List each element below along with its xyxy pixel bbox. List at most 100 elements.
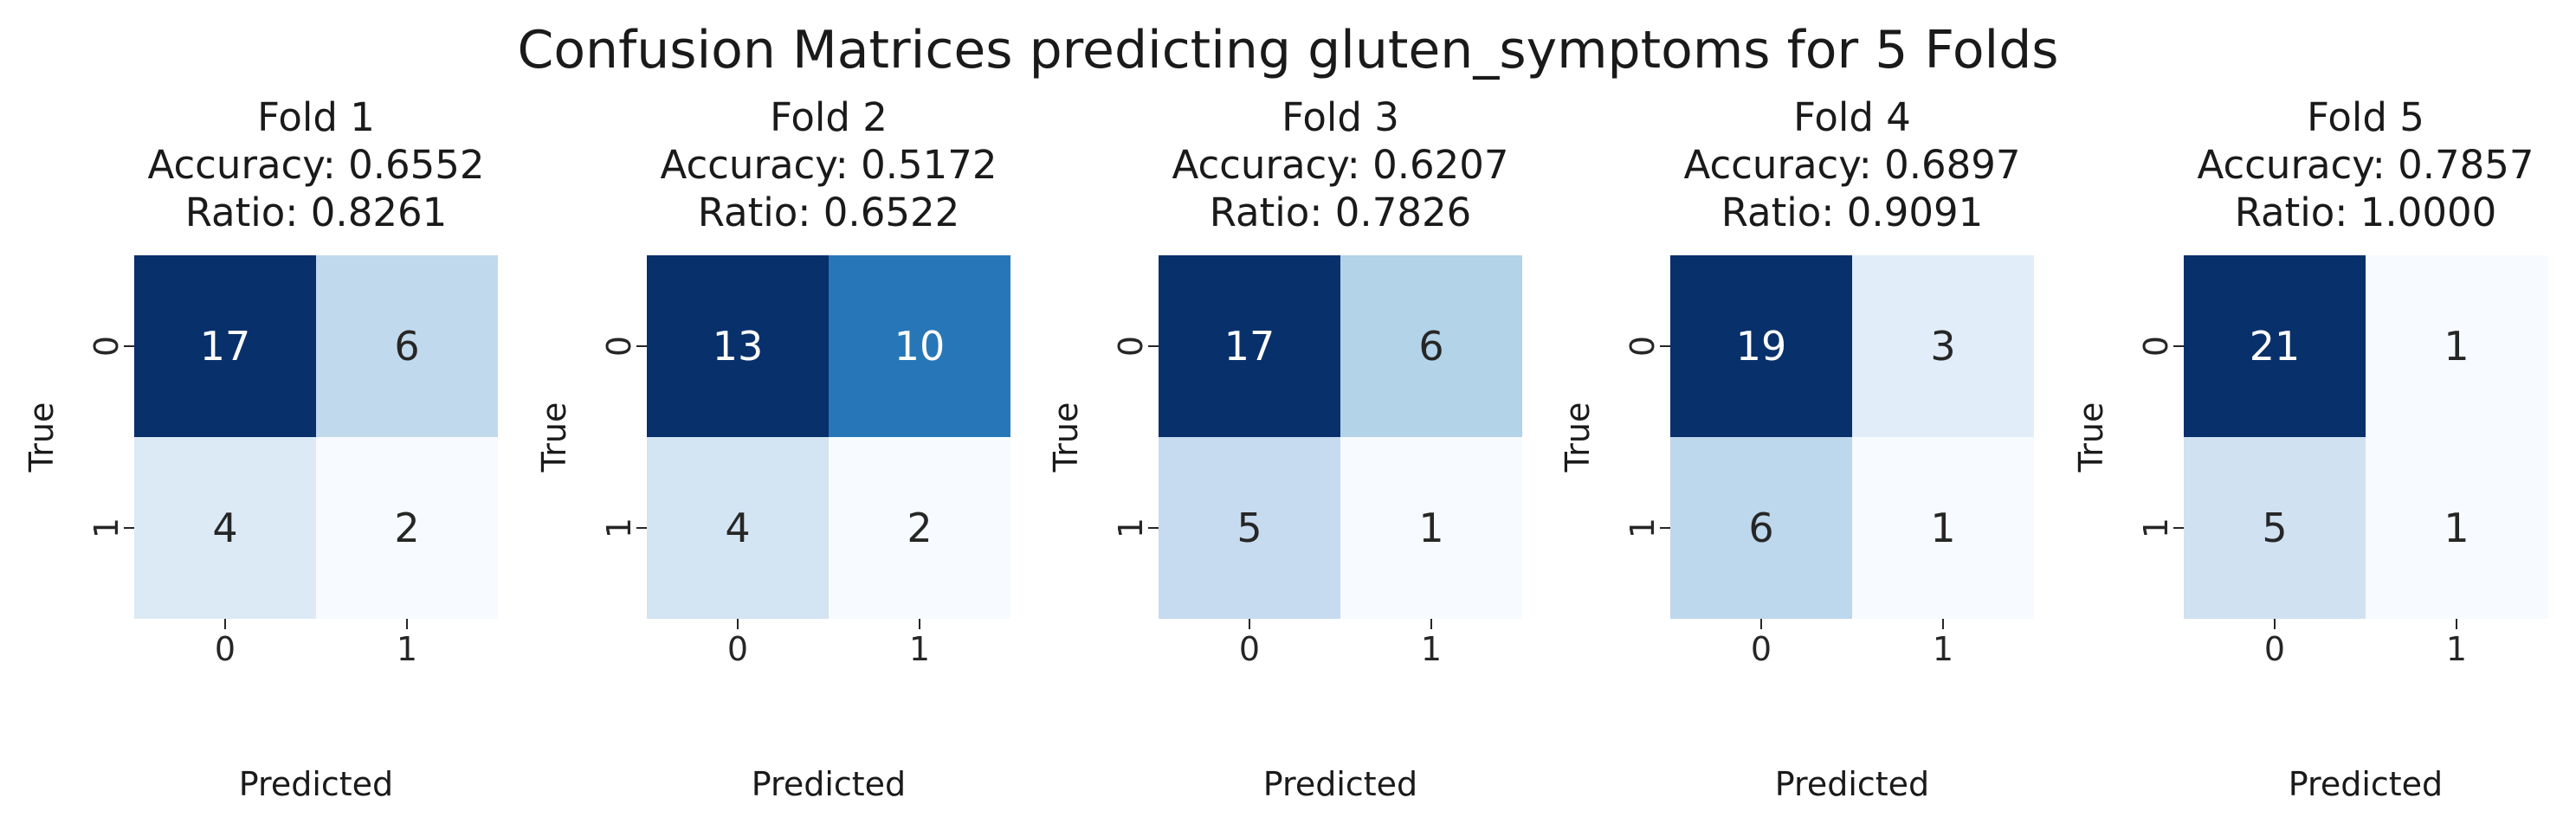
cell-value-label: 2 bbox=[394, 505, 419, 551]
cell-value-label: 1 bbox=[2444, 323, 2469, 370]
x-tick-label: 1 bbox=[1933, 630, 1953, 668]
figure-title: Confusion Matrices predicting gluten_sym… bbox=[517, 20, 2059, 80]
panel-subtitle-line: Ratio: 0.9091 bbox=[1721, 190, 1984, 235]
panel-title-block: Fold 3 Accuracy: 0.6207 Ratio: 0.7826 bbox=[1085, 93, 1596, 236]
x-tick-label: 0 bbox=[727, 630, 748, 668]
cell-value-label: 4 bbox=[725, 505, 750, 551]
y-axis-label: True bbox=[2072, 402, 2110, 473]
heatmap-svg: 17 6 4 2 0 1 0 1 bbox=[87, 255, 498, 668]
x-tick-label: 1 bbox=[2446, 630, 2467, 668]
x-axis-label: Predicted bbox=[2288, 765, 2444, 803]
x-tick-label: 0 bbox=[2264, 630, 2285, 668]
cell-value-label: 21 bbox=[2250, 323, 2301, 370]
cell-value-label: 1 bbox=[2444, 505, 2469, 551]
y-tick-label: 1 bbox=[2137, 518, 2175, 538]
x-tick-label: 1 bbox=[909, 630, 930, 668]
x-axis-label: Predicted bbox=[751, 765, 907, 803]
heatmap-cell bbox=[134, 255, 316, 437]
panel-title: Fold 3 bbox=[1282, 94, 1399, 140]
y-axis-label: True bbox=[1047, 402, 1085, 473]
y-tick-label: 1 bbox=[87, 518, 126, 538]
cell-value-label: 1 bbox=[1418, 505, 1443, 551]
y-axis-label: True bbox=[1559, 402, 1597, 473]
heatmap-cell bbox=[1159, 255, 1340, 437]
cell-value-label: 10 bbox=[894, 323, 946, 370]
x-tick-label: 1 bbox=[1421, 630, 1442, 668]
panel-subtitle-line: Ratio: 0.6522 bbox=[697, 190, 960, 235]
heatmap-cell bbox=[134, 437, 316, 619]
cell-value-label: 17 bbox=[200, 323, 251, 370]
heatmap-cell bbox=[829, 255, 1010, 437]
heatmap-cell bbox=[1340, 437, 1522, 619]
heatmap-cell bbox=[1159, 437, 1340, 619]
cell-value-label: 17 bbox=[1224, 323, 1275, 370]
panel-subtitle-line: Accuracy: 0.6552 bbox=[147, 142, 485, 188]
x-axis-label: Predicted bbox=[1774, 765, 1930, 803]
panel-subtitle-line: Accuracy: 0.5172 bbox=[660, 142, 997, 188]
heatmap-cell bbox=[2366, 437, 2547, 619]
confusion-matrix-panel: Fold 1 Accuracy: 0.6552 Ratio: 0.8261 17 6 4 2… bbox=[0, 0, 511, 830]
heatmap-cell bbox=[647, 255, 829, 437]
heatmap-svg: 21 1 5 1 0 1 0 1 bbox=[2137, 255, 2547, 668]
heatmap-cell bbox=[1852, 255, 2034, 437]
confusion-matrix-panel: Fold 4 Accuracy: 0.6897 Ratio: 0.9091 19 3 6 1… bbox=[1536, 0, 2047, 830]
heatmap-cell bbox=[2366, 255, 2547, 437]
panel-title: Fold 1 bbox=[257, 94, 375, 140]
heatmap-cell bbox=[2184, 255, 2366, 437]
y-tick-label: 1 bbox=[600, 518, 638, 538]
confusion-matrix-panel: Fold 5 Accuracy: 0.7857 Ratio: 1.0000 21 1 5 1… bbox=[2050, 0, 2560, 830]
cell-value-label: 2 bbox=[907, 505, 932, 551]
y-axis-label: True bbox=[23, 402, 61, 473]
x-axis-label: Predicted bbox=[238, 765, 394, 803]
panel-title: Fold 5 bbox=[2307, 94, 2424, 140]
x-tick-label: 0 bbox=[215, 630, 236, 668]
cell-value-label: 19 bbox=[1736, 323, 1787, 370]
cell-value-label: 6 bbox=[1418, 323, 1443, 370]
heatmap-cell bbox=[1670, 255, 1852, 437]
cell-value-label: 3 bbox=[1930, 323, 1955, 370]
x-tick-label: 1 bbox=[397, 630, 417, 668]
panel-subtitle-line: Ratio: 0.7826 bbox=[1209, 190, 1472, 235]
panel-subtitle-line: Accuracy: 0.6897 bbox=[1683, 142, 2021, 188]
y-tick-label: 0 bbox=[1112, 336, 1150, 357]
panel-subtitle-line: Ratio: 1.0000 bbox=[2234, 190, 2497, 235]
panel-title: Fold 2 bbox=[770, 94, 888, 140]
panel-subtitle-line: Ratio: 0.8261 bbox=[184, 190, 448, 235]
heatmap-cell bbox=[1852, 437, 2034, 619]
panel-title-block: Fold 5 Accuracy: 0.7857 Ratio: 1.0000 bbox=[2110, 93, 2576, 236]
panel-title: Fold 4 bbox=[1793, 94, 1911, 140]
x-axis-label: Predicted bbox=[1262, 765, 1418, 803]
heatmap-cell bbox=[647, 437, 829, 619]
heatmap-cell bbox=[829, 437, 1010, 619]
cell-value-label: 1 bbox=[1930, 505, 1955, 551]
y-tick-label: 1 bbox=[1624, 518, 1662, 538]
confusion-matrix-panel: Fold 3 Accuracy: 0.6207 Ratio: 0.7826 17 6 5 1… bbox=[1024, 0, 1535, 830]
panel-title-block: Fold 4 Accuracy: 0.6897 Ratio: 0.9091 bbox=[1597, 93, 2108, 236]
y-axis-label: True bbox=[535, 402, 573, 473]
panel-title-block: Fold 2 Accuracy: 0.5172 Ratio: 0.6522 bbox=[573, 93, 1084, 236]
panel-title-block: Fold 1 Accuracy: 0.6552 Ratio: 0.8261 bbox=[61, 93, 571, 236]
cell-value-label: 5 bbox=[2262, 505, 2287, 551]
heatmap-cell bbox=[2184, 437, 2366, 619]
y-tick-label: 1 bbox=[1112, 518, 1150, 538]
cell-value-label: 5 bbox=[1236, 505, 1262, 551]
x-tick-label: 0 bbox=[1239, 630, 1260, 668]
heatmap-cell bbox=[1670, 437, 1852, 619]
cell-value-label: 6 bbox=[1748, 505, 1773, 551]
heatmap-cell bbox=[316, 437, 498, 619]
y-tick-label: 0 bbox=[600, 336, 638, 357]
cell-value-label: 6 bbox=[394, 323, 419, 370]
cell-value-label: 13 bbox=[713, 323, 764, 370]
heatmap-cell bbox=[1340, 255, 1522, 437]
panel-subtitle-line: Accuracy: 0.6207 bbox=[1172, 142, 1509, 188]
y-tick-label: 0 bbox=[87, 336, 126, 357]
cell-value-label: 4 bbox=[212, 505, 237, 551]
heatmap-svg: 17 6 5 1 0 1 0 1 bbox=[1112, 255, 1522, 668]
x-tick-label: 0 bbox=[1751, 630, 1772, 668]
y-tick-label: 0 bbox=[2137, 336, 2175, 357]
y-tick-label: 0 bbox=[1624, 336, 1662, 357]
confusion-matrix-panel: Fold 2 Accuracy: 0.5172 Ratio: 0.6522 13 10 4… bbox=[513, 0, 1023, 830]
panel-subtitle-line: Accuracy: 0.7857 bbox=[2197, 142, 2534, 188]
heatmap-cell bbox=[316, 255, 498, 437]
